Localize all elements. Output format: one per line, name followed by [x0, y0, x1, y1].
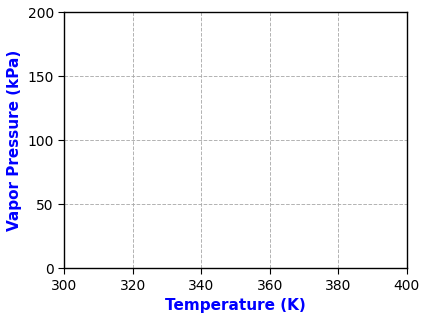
Y-axis label: Vapor Pressure (kPa): Vapor Pressure (kPa) — [7, 50, 22, 231]
X-axis label: Temperature (K): Temperature (K) — [165, 298, 305, 313]
